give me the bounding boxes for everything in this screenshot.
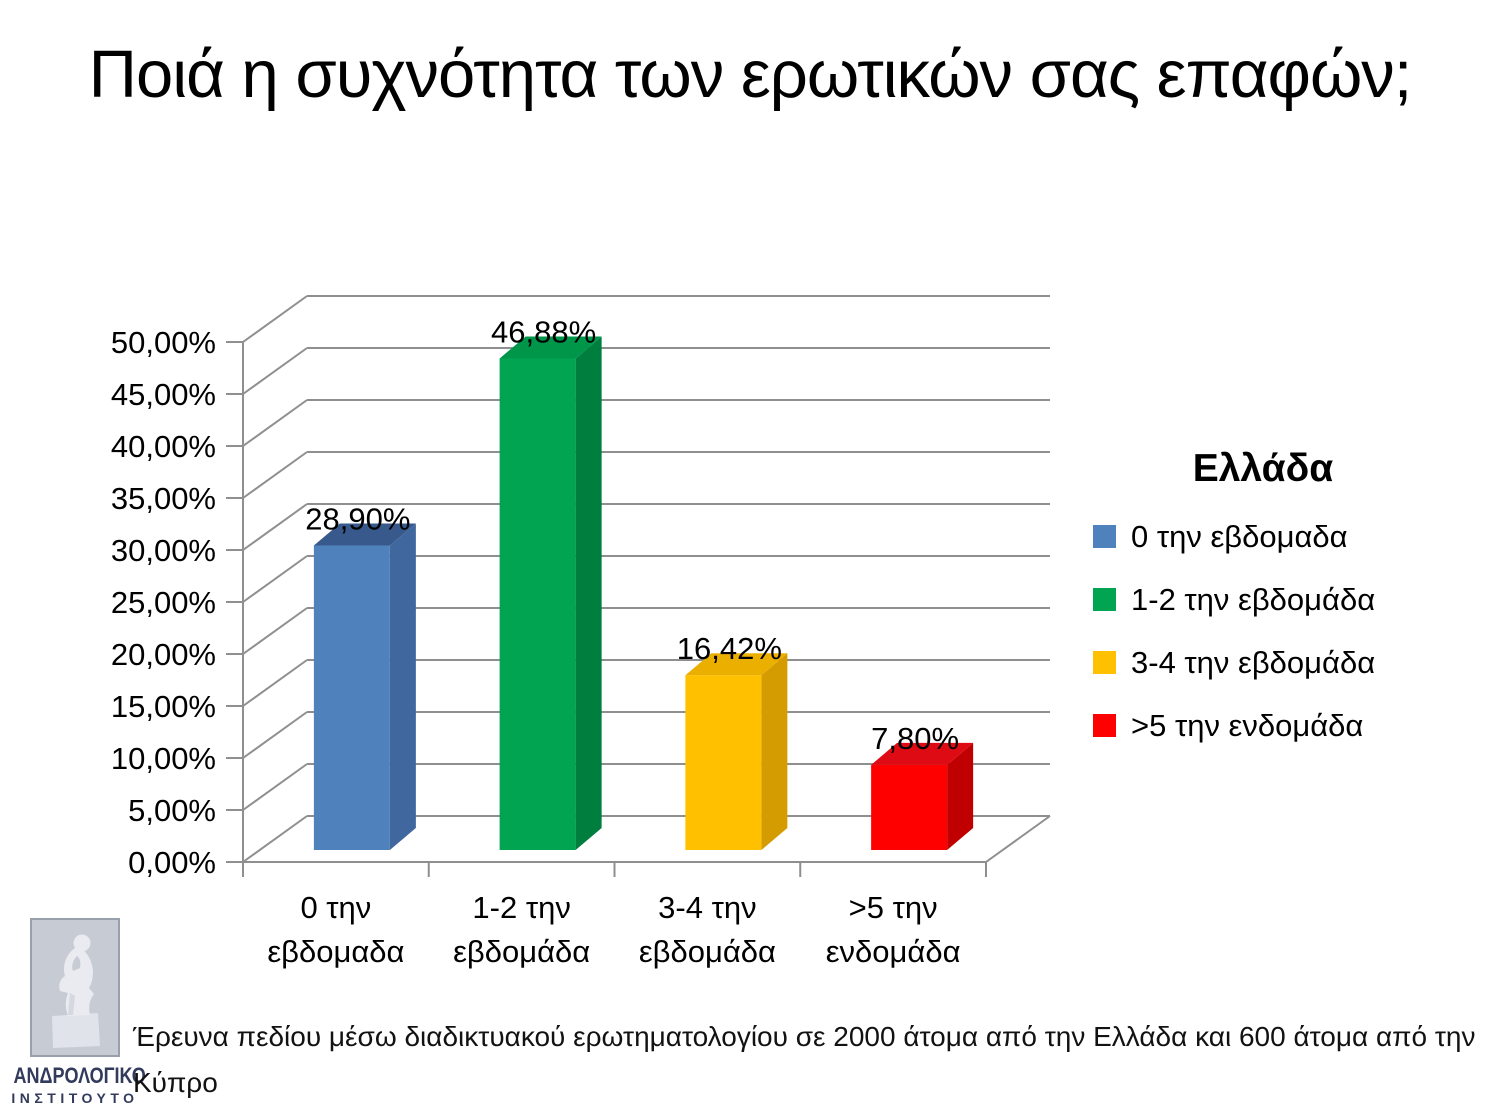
y-axis-label: 0,00% [128,845,216,880]
floor-right-edge [985,815,1051,863]
legend-swatch-icon [1093,651,1116,674]
bar-data-label: 46,88% [491,314,596,349]
bar-side-face [389,523,416,850]
chart-legend: Ελλάδα 0 την εβδομαδα 1-2 την εβδομάδα 3-4… [1093,446,1493,757]
legend-item: 3-4 την εβδομάδα [1093,631,1493,694]
thinker-statue-icon [32,920,118,1055]
legend-item: 1-2 την εβδομάδα [1093,568,1493,631]
bar-top-face [499,336,602,359]
x-axis-label: >5 την ενδομάδα [826,890,961,969]
gridline-side [242,399,308,447]
thinker-statue-logo [30,918,120,1057]
y-axis-label: 25,00% [111,585,216,620]
legend-item-label: 1-2 την εβδομάδα [1131,581,1376,617]
gridline-side [242,451,308,499]
y-axis-label: 10,00% [111,741,216,776]
page-title: Ποιά η συχνότητα των ερωτικών σας επαφών… [88,37,1413,112]
y-axis-label: 5,00% [128,793,216,828]
gridline-side [242,503,308,551]
gridline-side [242,347,308,395]
bar-data-label: 28,90% [305,501,410,536]
legend-item-label: 3-4 την εβδομάδα [1131,644,1376,680]
institute-logo: ΑΝΔΡΟΛΟΓΙΚΟ ΙΝΣΤΙΤΟΥΤΟ [0,918,150,1106]
bar-side-face [947,742,974,850]
legend-swatch-icon [1093,714,1116,737]
institute-name: ΑΝΔΡΟΛΟΓΙΚΟ [13,1063,146,1088]
bar-top-face [685,653,788,676]
y-axis-label: 35,00% [111,481,216,516]
gridline-side [242,659,308,707]
y-axis-label: 40,00% [111,429,216,464]
gridline-side [242,711,308,759]
bar-top-face [313,523,416,546]
x-axis-label: 1-2 την εβδομάδα [453,890,590,969]
legend-item-label: >5 την ενδομάδα [1131,707,1364,743]
bar [313,545,390,850]
gridline-side [242,295,308,343]
y-axis-label: 15,00% [111,689,216,724]
bar [685,675,762,850]
legend-swatch-icon [1093,588,1116,611]
legend-swatch-icon [1093,525,1116,548]
x-axis-label: 3-4 την εβδομάδα [639,890,776,969]
bar-top-face [871,742,974,765]
y-axis-label: 45,00% [111,377,216,412]
gridline-side [242,763,308,811]
legend-item-label: 0 την εβδομαδα [1131,518,1348,554]
bar-data-label: 16,42% [677,631,782,666]
gridline-side [242,815,308,863]
legend-item: 0 την εβδομαδα [1093,505,1493,568]
gridline-side [242,555,308,603]
legend-item: >5 την ενδομάδα [1093,694,1493,757]
bar-side-face [575,336,602,850]
bar-data-label: 7,80% [871,721,959,756]
y-axis-label: 50,00% [111,325,216,360]
x-axis-label: 0 την εβδομαδα [267,890,404,969]
bar [499,358,576,850]
institute-subtitle: ΙΝΣΤΙΤΟΥΤΟ [11,1090,139,1106]
legend-items: 0 την εβδομαδα 1-2 την εβδομάδα 3-4 την εβ… [1093,505,1493,757]
bar-side-face [761,653,788,850]
legend-title: Ελλάδα [1192,447,1334,490]
gridline-side [242,607,308,655]
bar [871,764,948,850]
y-axis-label: 30,00% [111,533,216,568]
survey-footnote: Έρευνα πεδίου μέσω διαδικτυακού ερωτηματ… [133,1021,1476,1098]
y-axis-label: 20,00% [111,637,216,672]
